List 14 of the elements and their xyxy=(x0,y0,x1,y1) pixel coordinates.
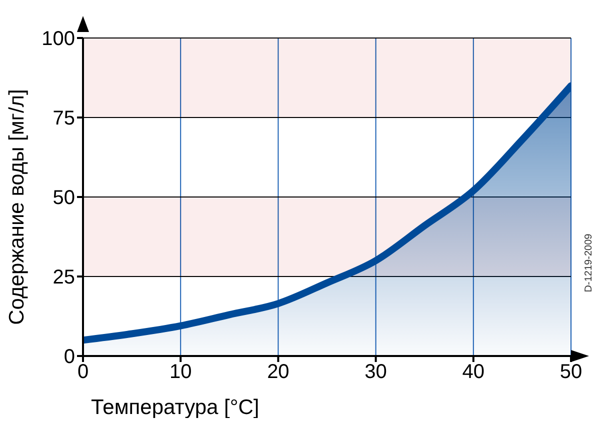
text: D-1219-2009 xyxy=(584,234,594,292)
x-tick-label: 30 xyxy=(364,361,387,384)
y-tick-label: 100 xyxy=(42,28,75,50)
x-axis-title: Температура [°C] xyxy=(91,396,260,419)
y-tick-label: 25 xyxy=(52,266,75,289)
y-tick-label: 75 xyxy=(52,108,75,130)
x-tick-label: 50 xyxy=(560,361,582,384)
x-tick-label: 20 xyxy=(267,361,290,384)
x-tick-label: 10 xyxy=(169,361,192,384)
x-tick-label: 40 xyxy=(462,361,485,384)
y-axis-title: Содержание воды [мг/л] xyxy=(5,89,28,325)
y-tick-label: 0 xyxy=(64,346,75,368)
y-tick-label: 50 xyxy=(52,187,75,210)
x-tick-label: 0 xyxy=(77,361,89,384)
